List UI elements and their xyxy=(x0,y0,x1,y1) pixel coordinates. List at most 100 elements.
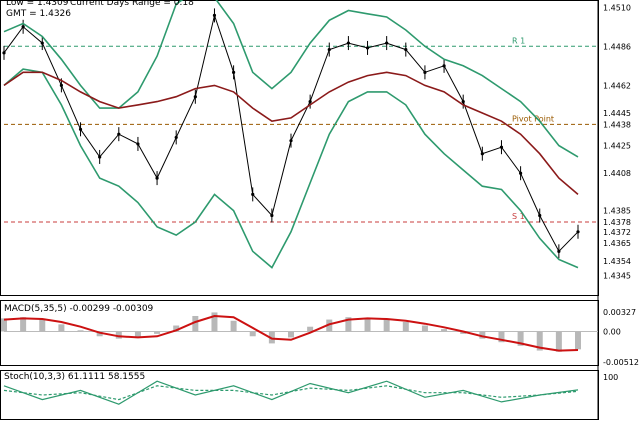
macd-bar xyxy=(517,331,524,346)
price-panel: R 1 Pivot Point S 1 xyxy=(2,0,598,269)
price-panel-frame xyxy=(0,0,599,296)
price-point xyxy=(423,70,427,74)
price-tick-label: 1.4486 xyxy=(603,42,631,51)
series-line-price xyxy=(3,13,579,253)
price-point xyxy=(117,132,121,136)
price-point xyxy=(519,171,523,175)
price-point xyxy=(40,41,44,45)
level-label-2: S 1 xyxy=(512,212,525,221)
price-point xyxy=(346,41,350,45)
price-point xyxy=(404,47,408,52)
macd-bar xyxy=(460,331,467,334)
gmt-label: GMT = 1.4326 xyxy=(6,9,71,19)
macd-bar xyxy=(211,312,218,332)
price-point xyxy=(155,176,159,180)
price-tick-label: 1.4354 xyxy=(603,257,631,266)
stoch-title: Stoch(10,3,3) 61.1111 58.1555 xyxy=(4,372,146,382)
price-point xyxy=(78,127,83,131)
level-label-1: Pivot Point xyxy=(512,114,554,123)
macd-tick-label: 0.00327 xyxy=(603,308,636,317)
price-point xyxy=(251,192,255,196)
price-point xyxy=(442,64,446,68)
price-point xyxy=(174,135,178,140)
price-point xyxy=(576,230,580,234)
macd-bar xyxy=(20,317,27,332)
price-tick-label: 1.4438 xyxy=(603,120,631,129)
macd-bar xyxy=(58,324,65,332)
price-tick-label: 1.4425 xyxy=(603,142,631,151)
macd-panel: 0.00327 0.00 -0.00512 xyxy=(1,308,639,367)
macd-bar xyxy=(1,318,7,332)
price-point xyxy=(193,95,197,99)
macd-bar xyxy=(345,317,352,332)
macd-bar xyxy=(173,325,180,332)
macd-bar xyxy=(421,325,428,332)
price-point xyxy=(327,47,331,52)
price-point xyxy=(385,41,389,45)
price-point xyxy=(136,142,140,146)
macd-bar xyxy=(230,320,237,332)
macd-bar xyxy=(326,319,333,332)
series-line-ma_upper xyxy=(3,0,579,158)
macd-bar xyxy=(77,330,84,332)
stoch-line-K xyxy=(3,380,579,405)
price-point xyxy=(461,100,465,104)
price-point xyxy=(59,83,64,87)
level-label-0: R 1 xyxy=(512,36,525,45)
price-point xyxy=(2,51,6,55)
price-point xyxy=(98,155,102,159)
macd-bar xyxy=(441,329,448,332)
price-tick-label: 1.4372 xyxy=(603,228,631,237)
macd-tick-label: 0.00 xyxy=(603,327,621,336)
price-tick-label: 1.4510 xyxy=(603,3,631,12)
price-tick-label: 1.4385 xyxy=(603,207,631,216)
price-point xyxy=(308,100,312,104)
macd-title: MACD(5,35,5) -0.00299 -0.00309 xyxy=(4,304,154,314)
macd-bar xyxy=(307,326,314,332)
macd-bar xyxy=(575,331,581,350)
macd-bar xyxy=(192,315,199,332)
stoch-tick-label: 100 xyxy=(603,373,618,382)
price-tick-label: 1.4445 xyxy=(603,109,631,118)
macd-signal-line xyxy=(3,314,579,352)
macd-tick-label: -0.00512 xyxy=(603,358,639,367)
price-tick-label: 1.4345 xyxy=(603,272,631,281)
macd-bar xyxy=(498,331,505,343)
macd-bar xyxy=(364,318,371,332)
price-point xyxy=(480,152,484,156)
range-label: Current Days Range = 0.18 xyxy=(70,0,194,8)
macd-bar xyxy=(96,331,103,337)
low-label: Low = 1.4309 xyxy=(6,0,69,8)
price-point xyxy=(212,13,217,17)
price-point xyxy=(538,213,542,218)
price-point xyxy=(21,25,25,29)
price-tick-label: 1.4378 xyxy=(603,218,631,227)
price-point xyxy=(365,46,370,50)
price-point xyxy=(557,249,561,253)
macd-bar xyxy=(134,331,141,339)
series-line-ma_mid xyxy=(3,71,579,196)
macd-bar xyxy=(39,319,46,332)
macd-bar xyxy=(479,331,486,339)
price-tick-label: 1.4408 xyxy=(603,169,631,178)
price-point xyxy=(270,213,274,218)
macd-bar xyxy=(555,331,562,352)
price-point xyxy=(289,139,293,143)
stoch-panel: 100 xyxy=(3,373,618,405)
macd-bar xyxy=(402,321,409,332)
macd-bar xyxy=(249,331,256,337)
macd-bar xyxy=(115,331,122,339)
price-tick-label: 1.4462 xyxy=(603,81,631,90)
price-point xyxy=(232,70,236,74)
macd-bar xyxy=(288,331,294,338)
stoch-line-D xyxy=(3,385,579,401)
price-point xyxy=(499,145,504,149)
macd-bar xyxy=(154,331,161,334)
price-axis: 1.4510 1.4486 1.4462 1.4445 1.4438 1.4425 1.44… xyxy=(603,3,631,280)
price-tick-label: 1.4365 xyxy=(603,239,631,248)
macd-bar xyxy=(383,319,390,332)
macd-bar xyxy=(536,331,543,351)
series-line-ma_lower xyxy=(3,68,579,269)
